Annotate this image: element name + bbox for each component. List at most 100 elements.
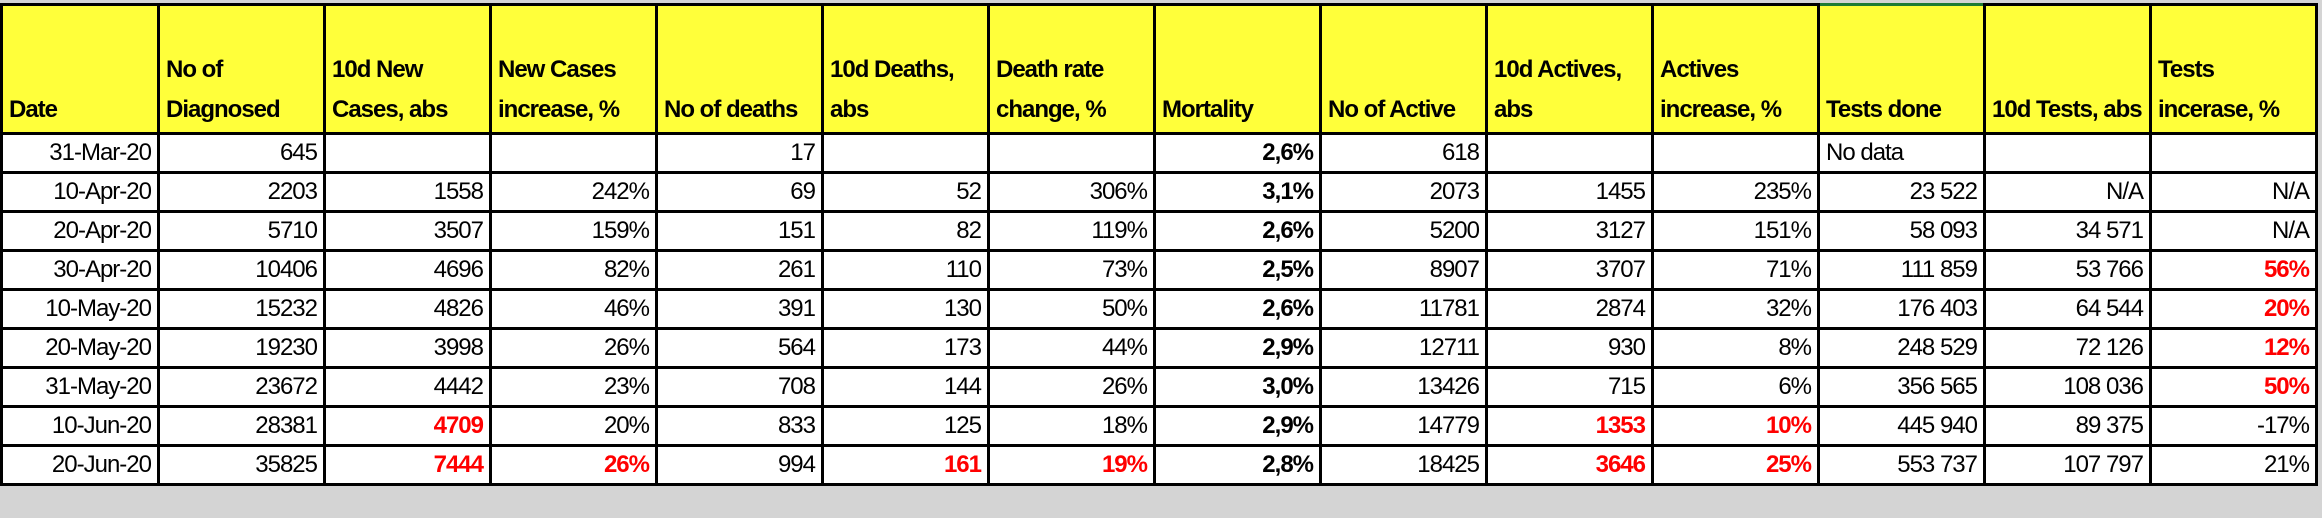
column-header[interactable]: Actives increase, % (1651, 3, 1820, 135)
table-cell[interactable]: 5710 (157, 210, 326, 252)
table-cell[interactable]: 30-Apr-20 (0, 249, 160, 291)
table-cell[interactable]: 26% (489, 444, 658, 486)
column-header[interactable]: Tests incerase, % (2149, 3, 2318, 135)
table-cell[interactable]: 32% (1651, 288, 1820, 330)
table-cell[interactable]: 69 (655, 171, 824, 213)
table-cell[interactable]: -17% (2149, 405, 2318, 447)
table-cell[interactable]: 12711 (1319, 327, 1488, 369)
table-cell[interactable]: 356 565 (1817, 366, 1986, 408)
table-cell[interactable]: 64 544 (1983, 288, 2152, 330)
table-cell[interactable]: 3,1% (1153, 171, 1322, 213)
table-cell[interactable]: 715 (1485, 366, 1654, 408)
table-cell[interactable]: 125 (821, 405, 990, 447)
table-cell[interactable]: 56% (2149, 249, 2318, 291)
table-cell[interactable]: No data (1817, 132, 1986, 174)
table-cell[interactable]: 21% (2149, 444, 2318, 486)
column-header[interactable]: No of deaths (655, 3, 824, 135)
table-cell[interactable]: 1353 (1485, 405, 1654, 447)
table-cell[interactable]: 19% (987, 444, 1156, 486)
column-header[interactable]: 10d Deaths, abs (821, 3, 990, 135)
table-cell[interactable]: 26% (489, 327, 658, 369)
table-cell[interactable]: 2,8% (1153, 444, 1322, 486)
table-cell[interactable]: 618 (1319, 132, 1488, 174)
table-cell[interactable]: N/A (2149, 171, 2318, 213)
table-cell[interactable]: 89 375 (1983, 405, 2152, 447)
table-cell[interactable]: 20% (489, 405, 658, 447)
table-cell[interactable]: 4709 (323, 405, 492, 447)
table-cell[interactable]: 3,0% (1153, 366, 1322, 408)
table-cell[interactable]: 2,6% (1153, 132, 1322, 174)
table-cell[interactable]: 2203 (157, 171, 326, 213)
table-cell[interactable]: 31-May-20 (0, 366, 160, 408)
table-cell[interactable]: 833 (655, 405, 824, 447)
table-cell[interactable]: 28381 (157, 405, 326, 447)
table-cell[interactable]: 261 (655, 249, 824, 291)
table-cell[interactable]: 242% (489, 171, 658, 213)
column-header[interactable]: 10d Actives, abs (1485, 3, 1654, 135)
table-cell[interactable]: 11781 (1319, 288, 1488, 330)
column-header[interactable]: Tests done (1817, 3, 1986, 135)
table-cell[interactable]: 119% (987, 210, 1156, 252)
table-cell[interactable]: 161 (821, 444, 990, 486)
table-cell[interactable]: 50% (2149, 366, 2318, 408)
table-cell[interactable]: 2,5% (1153, 249, 1322, 291)
table-cell[interactable]: 130 (821, 288, 990, 330)
table-cell[interactable]: 25% (1651, 444, 1820, 486)
table-cell[interactable]: 71% (1651, 249, 1820, 291)
column-header[interactable]: 10d New Cases, abs (323, 3, 492, 135)
table-cell[interactable]: 151 (655, 210, 824, 252)
table-cell[interactable]: 1558 (323, 171, 492, 213)
table-cell[interactable]: 2,6% (1153, 210, 1322, 252)
table-cell[interactable] (2149, 132, 2318, 174)
table-cell[interactable]: 50% (987, 288, 1156, 330)
table-cell[interactable]: 12% (2149, 327, 2318, 369)
table-cell[interactable]: 2,9% (1153, 405, 1322, 447)
table-cell[interactable]: 144 (821, 366, 990, 408)
table-cell[interactable]: 13426 (1319, 366, 1488, 408)
table-cell[interactable]: 107 797 (1983, 444, 2152, 486)
table-cell[interactable]: 18425 (1319, 444, 1488, 486)
column-header[interactable]: No of Active (1319, 3, 1488, 135)
table-cell[interactable]: 31-Mar-20 (0, 132, 160, 174)
table-cell[interactable]: 34 571 (1983, 210, 2152, 252)
table-cell[interactable]: N/A (1983, 171, 2152, 213)
table-cell[interactable] (323, 132, 492, 174)
table-cell[interactable]: 3998 (323, 327, 492, 369)
column-header[interactable]: 10d Tests, abs (1983, 3, 2152, 135)
table-cell[interactable]: N/A (2149, 210, 2318, 252)
table-cell[interactable] (987, 132, 1156, 174)
table-cell[interactable]: 82% (489, 249, 658, 291)
table-cell[interactable]: 20% (2149, 288, 2318, 330)
table-cell[interactable]: 159% (489, 210, 658, 252)
table-cell[interactable]: 2,9% (1153, 327, 1322, 369)
table-cell[interactable]: 20-Apr-20 (0, 210, 160, 252)
table-cell[interactable]: 111 859 (1817, 249, 1986, 291)
column-header[interactable]: Date (0, 3, 160, 135)
table-cell[interactable]: 46% (489, 288, 658, 330)
table-cell[interactable]: 26% (987, 366, 1156, 408)
table-cell[interactable]: 2,6% (1153, 288, 1322, 330)
table-cell[interactable]: 930 (1485, 327, 1654, 369)
table-cell[interactable]: 8% (1651, 327, 1820, 369)
table-cell[interactable]: 10-Apr-20 (0, 171, 160, 213)
column-header[interactable]: No of Diagnosed (157, 3, 326, 135)
table-cell[interactable]: 994 (655, 444, 824, 486)
table-cell[interactable]: 445 940 (1817, 405, 1986, 447)
table-cell[interactable]: 5200 (1319, 210, 1488, 252)
table-cell[interactable]: 14779 (1319, 405, 1488, 447)
table-cell[interactable]: 708 (655, 366, 824, 408)
table-cell[interactable]: 19230 (157, 327, 326, 369)
table-cell[interactable] (821, 132, 990, 174)
table-cell[interactable]: 23% (489, 366, 658, 408)
table-cell[interactable]: 306% (987, 171, 1156, 213)
table-cell[interactable]: 151% (1651, 210, 1820, 252)
table-cell[interactable]: 58 093 (1817, 210, 1986, 252)
column-header[interactable]: New Cases increase, % (489, 3, 658, 135)
column-header[interactable]: Death rate change, % (987, 3, 1156, 135)
table-cell[interactable]: 17 (655, 132, 824, 174)
table-cell[interactable]: 10-Jun-20 (0, 405, 160, 447)
table-cell[interactable]: 110 (821, 249, 990, 291)
table-cell[interactable]: 4442 (323, 366, 492, 408)
table-cell[interactable]: 20-May-20 (0, 327, 160, 369)
table-cell[interactable]: 73% (987, 249, 1156, 291)
